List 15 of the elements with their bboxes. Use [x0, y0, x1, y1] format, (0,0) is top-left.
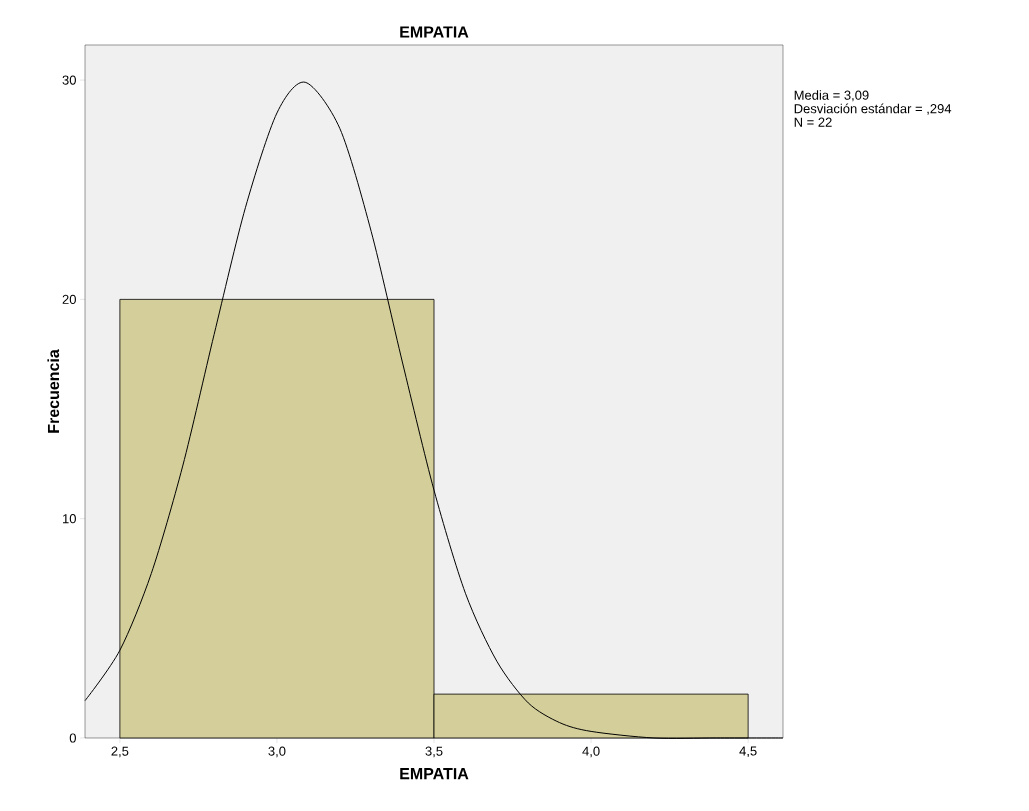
x-tick-label: 3,5: [425, 746, 443, 758]
chart-title: EMPATIA: [400, 26, 469, 38]
y-tick-label: 0: [69, 733, 76, 743]
text: Media = 3,09: [794, 90, 869, 102]
y-tick-label: 20: [62, 294, 76, 304]
x-tick-label: 4,5: [739, 746, 757, 758]
y-tick-label: 10: [63, 514, 76, 524]
x-tick-label: 2,5: [111, 746, 129, 758]
y-tick-label: 30: [62, 75, 76, 85]
text: N = 22: [794, 117, 832, 127]
y-axis-title: Frecuencia: [47, 349, 60, 433]
x-axis-title: EMPATIA: [400, 768, 469, 780]
text: Desviación estándar = ,294: [794, 103, 952, 115]
x-tick-label: 3,0: [268, 746, 286, 758]
x-tick-label: 4,0: [582, 746, 600, 758]
